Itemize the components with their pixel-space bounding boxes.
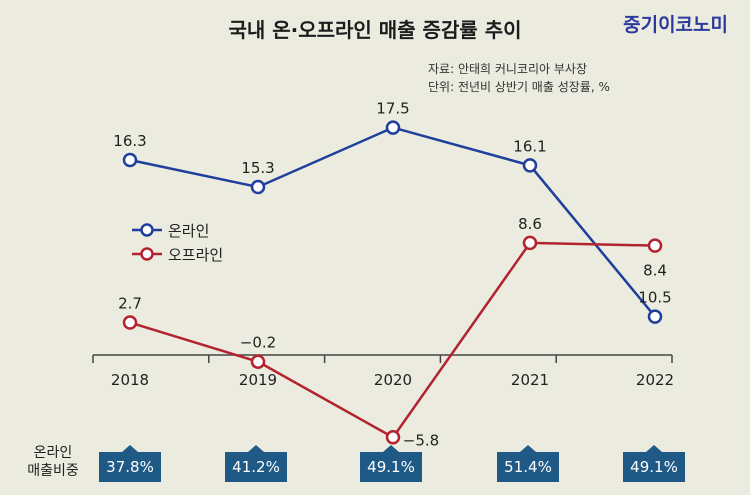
data-label: 16.1 [513,137,546,155]
legend-marker-offline [132,247,162,261]
data-point [522,158,538,173]
data-point [122,315,138,330]
share-badge-2022: 49.1% [623,445,685,482]
data-label: 16.3 [113,132,146,150]
data-label: 8.6 [518,215,542,233]
series-line-1 [129,241,656,439]
data-label: 15.3 [241,159,274,177]
share-badge-2021: 51.4% [497,445,559,482]
online-share-label-line1: 온라인 [33,445,73,461]
x-tick-label: 2021 [511,371,549,389]
source-line: 자료: 안태희 커니코리아 부사장 [428,62,588,76]
data-point [647,309,663,324]
data-point [122,152,138,168]
data-label: 17.5 [376,100,409,118]
legend-item-offline: 오프라인 [132,242,223,266]
data-point [250,354,266,369]
legend-marker-online [132,223,162,237]
data-label: 2.7 [118,295,142,313]
data-label: −0.2 [240,334,276,352]
share-badge-2018: 37.8% [99,445,161,482]
data-label: 8.4 [643,262,667,280]
data-label: −5.8 [403,431,439,449]
online-share-label-line2: 매출비중 [27,463,79,479]
share-badge-2020: 49.1% [360,445,422,482]
source-note: 자료: 안태희 커니코리아 부사장 단위: 전년비 상반기 매출 성장률, % [428,60,610,96]
legend-label-online: 온라인 [168,221,210,240]
x-tick-label: 2020 [374,371,412,389]
data-point [647,238,663,253]
x-tick-label: 2022 [636,371,674,389]
online-share-label: 온라인 매출비중 [14,444,92,480]
legend-item-online: 온라인 [132,218,223,242]
legend-label-offline: 오프라인 [168,245,224,264]
unit-line: 단위: 전년비 상반기 매출 성장률, % [428,80,610,94]
data-point [385,120,401,135]
data-point [522,235,538,251]
data-point [250,179,266,195]
data-point [385,430,401,445]
chart-title: 국내 온·오프라인 매출 증감률 추이 [228,18,522,42]
x-tick-label: 2019 [239,371,277,389]
data-label: 10.5 [638,289,671,307]
brand-logo: 중기이코노미 [623,14,728,36]
legend: 온라인 오프라인 [132,218,223,266]
share-badge-2019: 41.2% [225,445,287,482]
x-tick-label: 2018 [111,371,149,389]
